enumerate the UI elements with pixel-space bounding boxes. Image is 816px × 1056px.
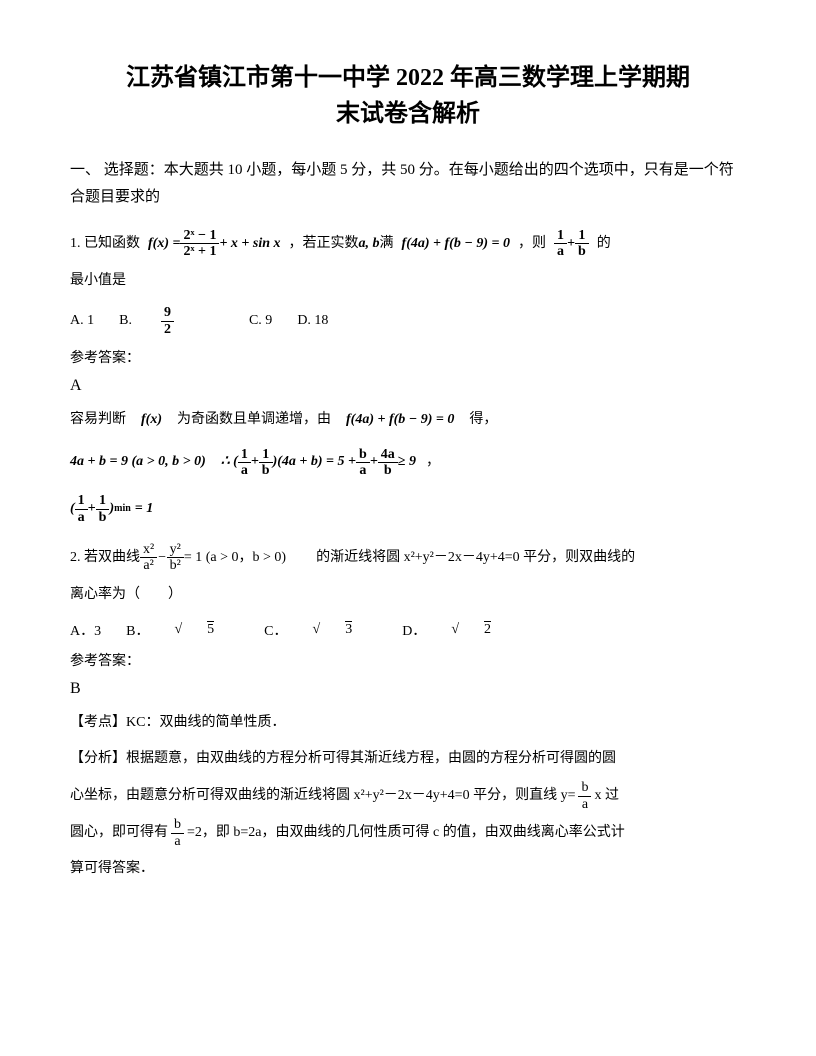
q2-fenxi2: 心坐标，由题意分析可得双曲线的渐近线将圆 x²+y²－2x－4y+4=0 平分，… (70, 780, 746, 812)
q2-fenxi3: 圆心，即可得有 b a =2，即 b=2a，由双曲线的几何性质可得 c 的值，由… (70, 817, 746, 849)
q1-explain2: 4a + b = 9 (a > 0, b > 0) ∴ ( 1 a + 1 b … (70, 447, 746, 479)
q1-line1: 1. 已知函数 f(x) = 2ˣ − 1 2ˣ + 1 + x + sin x… (70, 226, 746, 261)
q2-fenxi4: 算可得答案． (70, 854, 746, 885)
q1-explain1: 容易判断 f(x) 为奇函数且单调递增，由 f(4a) + f(b − 9) =… (70, 405, 746, 436)
q2-options: A．3 B． √5 C． √3 D． √2 (70, 620, 746, 640)
q2-answer: B (70, 680, 746, 698)
q2-line2: 离心率为（ ） (70, 580, 746, 611)
q1-answer-label: 参考答案： (70, 347, 746, 367)
q1-line2: 最小值是 (70, 266, 746, 297)
q2-line1: 2. 若双曲线 x² a² − y² b² = 1 (a > 0，b > 0) … (70, 540, 746, 575)
q1-answer: A (70, 377, 746, 395)
q1-explain3: ( 1 a + 1 b ) min = 1 (70, 493, 746, 525)
q2-kaodian: 【考点】KC：双曲线的简单性质． (70, 708, 746, 739)
q2-answer-label: 参考答案： (70, 650, 746, 670)
section-header: 一、 选择题：本大题共 10 小题，每小题 5 分，共 50 分。在每小题给出的… (70, 157, 746, 211)
q2-fenxi1: 【分析】根据题意，由双曲线的方程分析可得其渐近线方程，由圆的方程分析可得圆的圆 (70, 744, 746, 775)
q1-options: A. 1 B. 9 2 C. 9 D. 18 (70, 305, 746, 337)
page-title: 江苏省镇江市第十一中学 2022 年高三数学理上学期期 末试卷含解析 (70, 60, 746, 132)
